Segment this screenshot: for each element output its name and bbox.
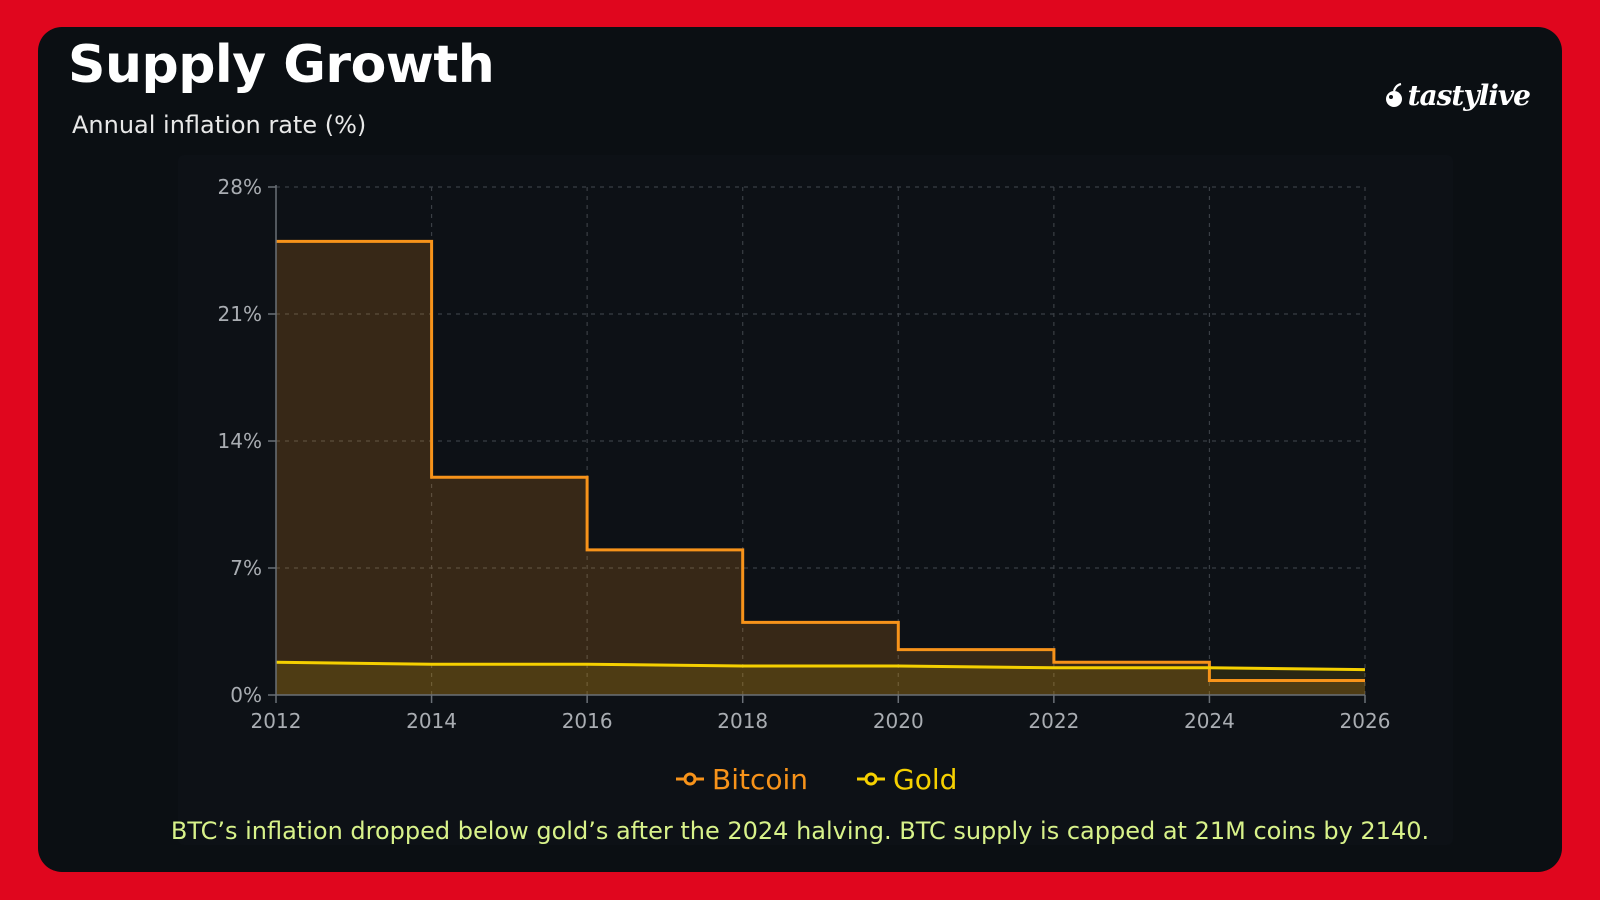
plot-background [178, 155, 1453, 845]
y-tick-label-21: 21% [218, 302, 262, 326]
y-tick-label-14: 14% [218, 429, 262, 453]
y-tick-label-28: 28% [218, 175, 262, 199]
chart-subtitle: Annual inflation rate (%) [72, 111, 367, 139]
page-title: Supply Growth [68, 35, 495, 95]
y-tick-label-0: 0% [230, 683, 262, 707]
brand-logo: tastylive [1384, 79, 1531, 112]
legend-label-gold: Gold [893, 763, 957, 796]
x-tick-label-2014: 2014 [406, 709, 457, 733]
series-fills [276, 241, 1365, 695]
x-tick-label-2026: 2026 [1340, 709, 1391, 733]
chart-caption: BTC’s inflation dropped below gold’s aft… [170, 817, 1430, 845]
legend: Bitcoin Gold [676, 763, 957, 796]
chart-card: Supply Growth Annual inflation rate (%) … [38, 27, 1562, 872]
gold-line [275, 660, 1366, 672]
legend-marker-gold [864, 772, 878, 786]
legend-marker-bitcoin [683, 772, 697, 786]
cherry-icon [1385, 82, 1402, 107]
gold-area [276, 662, 1365, 695]
brand-name: tastylive [1407, 79, 1531, 112]
bitcoin-area [276, 241, 1365, 695]
x-tick-label-2012: 2012 [251, 709, 302, 733]
x-tick-label-2024: 2024 [1184, 709, 1235, 733]
x-tick-label-2018: 2018 [717, 709, 768, 733]
x-tick-label-2022: 2022 [1028, 709, 1079, 733]
axes: 0% 7% 14% 21% 28% 2012 2014 2016 2018 2020 2022 202… [218, 175, 1391, 733]
series-lines [275, 239, 1366, 682]
legend-label-bitcoin: Bitcoin [712, 763, 808, 796]
x-tick-label-2020: 2020 [873, 709, 924, 733]
x-tick-label-2016: 2016 [562, 709, 613, 733]
bitcoin-line [276, 239, 1365, 682]
y-tick-label-7: 7% [230, 556, 262, 580]
